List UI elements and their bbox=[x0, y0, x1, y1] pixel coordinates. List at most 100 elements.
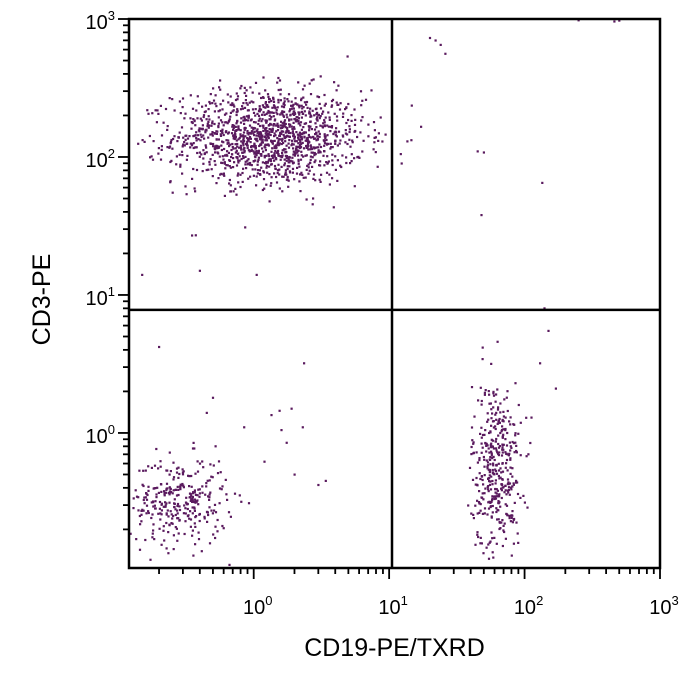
data-point bbox=[479, 386, 482, 389]
data-point bbox=[488, 402, 491, 405]
data-point bbox=[273, 132, 276, 135]
data-point bbox=[299, 121, 303, 124]
data-point bbox=[287, 185, 290, 188]
data-point bbox=[254, 168, 257, 171]
data-point bbox=[482, 552, 485, 555]
data-point bbox=[284, 148, 287, 151]
data-point bbox=[384, 133, 387, 136]
data-point bbox=[176, 140, 179, 143]
data-point bbox=[323, 104, 326, 107]
data-point bbox=[271, 147, 274, 150]
data-point bbox=[494, 440, 497, 443]
data-point bbox=[483, 512, 486, 515]
data-point bbox=[305, 198, 308, 201]
data-point bbox=[173, 502, 176, 505]
data-point bbox=[228, 119, 231, 122]
data-point bbox=[298, 113, 301, 116]
data-point bbox=[287, 179, 290, 182]
data-point bbox=[194, 525, 197, 528]
data-point bbox=[254, 114, 257, 117]
data-point bbox=[196, 470, 200, 473]
x-tick-label: 101 bbox=[378, 593, 407, 619]
data-point bbox=[511, 510, 514, 513]
data-point bbox=[255, 129, 258, 132]
data-point bbox=[311, 135, 315, 139]
data-point bbox=[308, 110, 311, 113]
data-point bbox=[263, 145, 266, 148]
data-point bbox=[264, 101, 267, 104]
data-point bbox=[168, 501, 171, 504]
data-point bbox=[221, 524, 224, 528]
data-point bbox=[247, 177, 250, 180]
data-point bbox=[334, 140, 337, 143]
data-point bbox=[166, 469, 169, 472]
data-point bbox=[481, 492, 484, 495]
data-point bbox=[181, 106, 184, 109]
data-point bbox=[490, 417, 493, 420]
data-point bbox=[406, 140, 409, 143]
data-point bbox=[192, 500, 195, 504]
x-tick-label: 100 bbox=[243, 593, 272, 619]
data-point bbox=[181, 473, 185, 476]
data-point bbox=[307, 125, 310, 128]
data-point bbox=[495, 393, 498, 396]
data-point bbox=[241, 105, 244, 108]
data-point bbox=[276, 106, 279, 109]
data-point bbox=[202, 157, 205, 160]
data-point bbox=[491, 412, 494, 415]
data-point bbox=[470, 445, 473, 449]
data-point bbox=[318, 150, 321, 153]
data-point bbox=[282, 106, 286, 109]
data-point bbox=[267, 124, 270, 127]
data-point bbox=[346, 55, 349, 58]
data-point bbox=[507, 481, 510, 484]
data-point bbox=[264, 149, 267, 152]
data-point bbox=[294, 102, 297, 105]
data-point bbox=[157, 467, 160, 470]
data-point bbox=[298, 145, 301, 148]
data-point bbox=[253, 152, 256, 155]
data-point bbox=[182, 136, 185, 139]
data-point bbox=[194, 234, 197, 237]
data-point bbox=[159, 158, 163, 161]
data-point bbox=[519, 496, 522, 499]
data-point bbox=[295, 140, 298, 143]
data-point bbox=[339, 139, 342, 142]
data-point bbox=[270, 176, 273, 179]
data-point bbox=[274, 167, 277, 170]
data-point bbox=[493, 458, 496, 462]
data-point bbox=[319, 160, 322, 163]
data-point bbox=[501, 462, 504, 465]
data-point bbox=[323, 142, 327, 145]
data-point bbox=[519, 454, 522, 457]
data-point bbox=[303, 122, 306, 125]
data-point bbox=[207, 108, 210, 111]
data-point bbox=[281, 154, 284, 157]
outlier-point bbox=[290, 407, 293, 410]
data-point bbox=[138, 469, 141, 472]
data-point bbox=[288, 123, 291, 126]
data-point bbox=[278, 168, 281, 171]
data-point bbox=[255, 150, 258, 153]
data-point bbox=[195, 139, 198, 142]
data-point bbox=[302, 147, 306, 150]
data-point bbox=[258, 144, 261, 148]
data-point bbox=[280, 105, 284, 108]
data-point bbox=[499, 505, 502, 508]
data-point bbox=[310, 128, 313, 131]
data-point bbox=[513, 451, 516, 454]
data-point bbox=[268, 118, 271, 121]
data-point bbox=[228, 118, 231, 121]
data-point bbox=[249, 175, 252, 178]
data-point bbox=[210, 475, 213, 478]
data-point bbox=[257, 119, 260, 122]
data-point bbox=[256, 128, 259, 131]
data-point bbox=[288, 118, 291, 121]
data-point bbox=[181, 154, 184, 157]
data-point bbox=[217, 460, 221, 463]
data-point bbox=[323, 133, 326, 136]
data-point bbox=[512, 482, 515, 485]
data-point bbox=[270, 150, 273, 153]
data-point bbox=[496, 408, 500, 411]
data-point bbox=[328, 118, 331, 121]
